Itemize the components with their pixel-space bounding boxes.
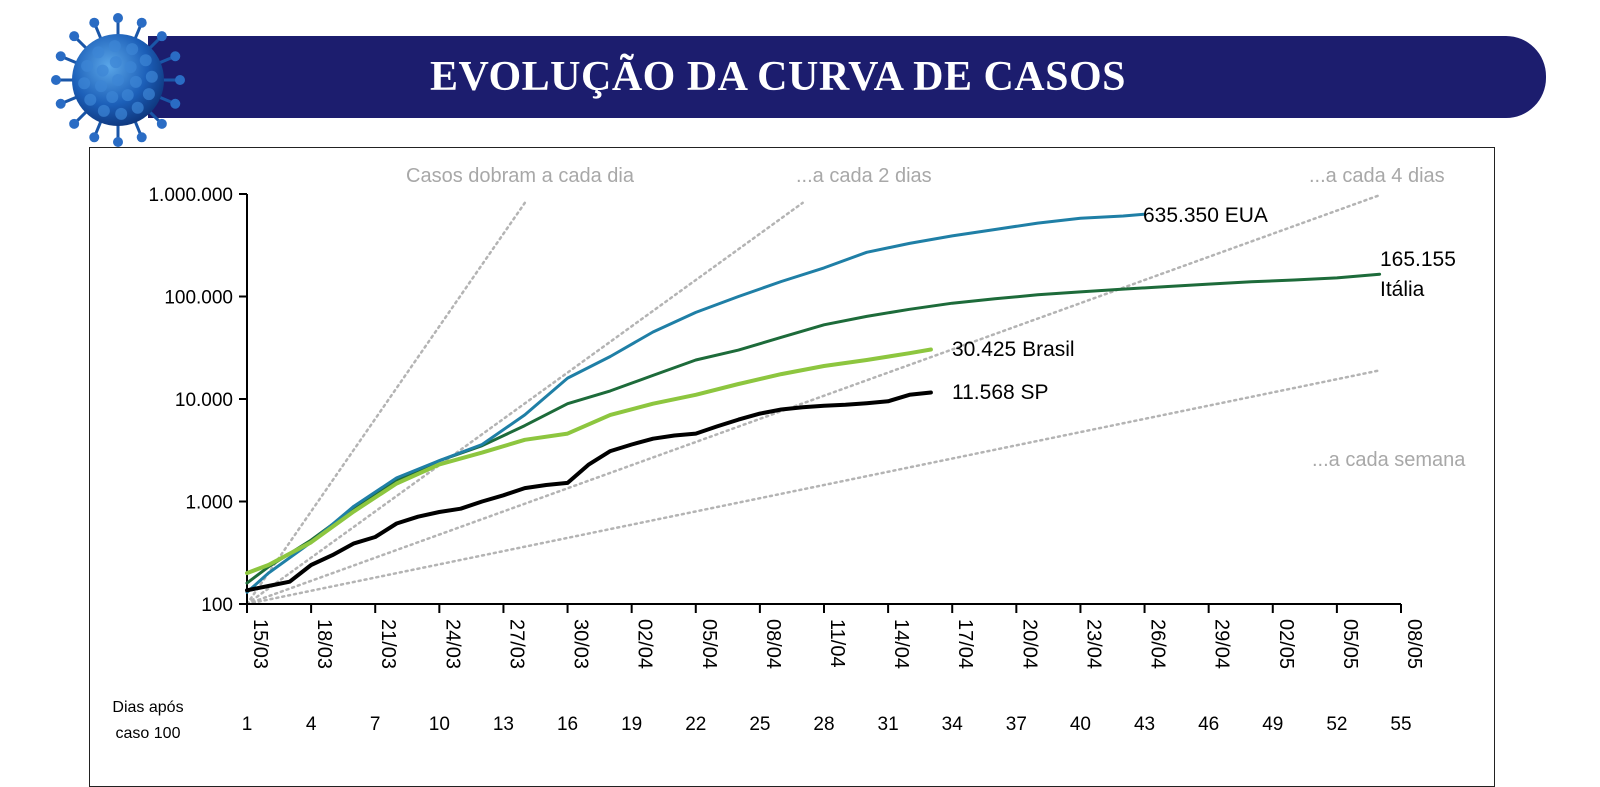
x-tick-date-label: 27/03: [505, 619, 527, 669]
x-tick-date-label: 21/03: [377, 619, 399, 669]
series-line-sp: [245, 390, 933, 593]
x-tick-date-label: 08/05: [1403, 619, 1425, 669]
reference-line-1: [245, 201, 804, 606]
x-tick-day-label: 40: [1070, 714, 1091, 735]
x-tick-day-label: 16: [557, 714, 578, 735]
x-tick-day-label: 22: [685, 714, 706, 735]
x-tick-date-label: 23/04: [1082, 619, 1104, 669]
series-end-label-sp: 11.568 SP: [952, 381, 1049, 404]
series-end-label-brasil: 30.425 Brasil: [952, 338, 1075, 361]
reference-label-3: ...a cada semana: [1312, 449, 1466, 471]
x-tick-date-label: 20/04: [1018, 619, 1040, 669]
series-end-name-italia: Itália: [1380, 278, 1425, 301]
page-title: EVOLUÇÃO DA CURVA DE CASOS: [429, 54, 1127, 100]
coronavirus-icon: [51, 13, 185, 147]
days-label-line1: Dias após: [112, 699, 183, 716]
y-tick-label: 10.000: [175, 390, 233, 411]
x-tick-day-label: 55: [1390, 714, 1411, 735]
x-tick-day-label: 25: [749, 714, 770, 735]
x-tick-day-label: 43: [1134, 714, 1155, 735]
x-tick-day-label: 49: [1262, 714, 1283, 735]
x-tick-day-label: 19: [621, 714, 642, 735]
x-tick-date-label: 17/04: [954, 619, 976, 669]
chart: Casos dobram a cada dia ...a cada 2 dias.…: [112, 165, 1466, 742]
days-label-line2: caso 100: [116, 725, 181, 742]
reference-line-3: [245, 369, 1381, 606]
x-tick-day-label: 31: [878, 714, 899, 735]
y-tick-label: 100.000: [164, 288, 233, 309]
x-tick-day-label: 37: [1006, 714, 1027, 735]
x-tick-date-label: 08/04: [762, 619, 784, 669]
x-tick-day-label: 10: [429, 714, 450, 735]
x-tick-date-label: 26/04: [1147, 619, 1169, 669]
x-tick-date-label: 02/04: [634, 619, 656, 669]
x-tick-day-label: 4: [306, 714, 317, 735]
series-line-itália: [245, 272, 1382, 585]
reference-line-2: [245, 193, 1381, 606]
reference-line-0: [245, 201, 527, 606]
x-tick-date-label: 05/05: [1339, 619, 1361, 669]
reference-label-0: Casos dobram a cada dia: [406, 165, 635, 187]
series-end-label-eua: 635.350 EUA: [1143, 204, 1268, 227]
y-tick-label: 1.000: [185, 493, 233, 514]
reference-label-1: ...a cada 2 dias: [796, 165, 932, 187]
x-tick-date-label: 18/03: [313, 619, 335, 669]
x-tick-date-label: 24/03: [441, 619, 463, 669]
y-tick-label: 1.000.000: [148, 185, 233, 206]
x-tick-day-label: 34: [942, 714, 964, 735]
title-banner: [148, 36, 1546, 118]
x-tick-day-label: 7: [370, 714, 381, 735]
x-tick-day-label: 1: [242, 714, 253, 735]
x-tick-date-label: 30/03: [570, 619, 592, 669]
x-tick-date-label: 29/04: [1211, 619, 1233, 669]
series-end-value-italia: 165.155: [1380, 248, 1456, 271]
chart-frame: Casos dobram a cada dia ...a cada 2 dias.…: [89, 147, 1495, 787]
x-tick-date-label: 11/04: [826, 619, 848, 668]
x-tick-day-label: 52: [1326, 714, 1347, 735]
series-line-brasil: [245, 347, 933, 576]
y-tick-label: 100: [201, 595, 233, 616]
x-tick-date-label: 05/04: [698, 619, 720, 669]
x-tick-day-label: 28: [813, 714, 834, 735]
reference-label-2: ...a cada 4 dias: [1309, 165, 1445, 187]
x-tick-date-label: 02/05: [1275, 619, 1297, 669]
x-tick-date-label: 15/03: [249, 619, 271, 669]
x-tick-date-label: 14/04: [890, 619, 912, 669]
x-tick-day-label: 46: [1198, 714, 1219, 735]
series-line-eua: [245, 212, 1147, 594]
x-tick-day-label: 13: [493, 714, 514, 735]
